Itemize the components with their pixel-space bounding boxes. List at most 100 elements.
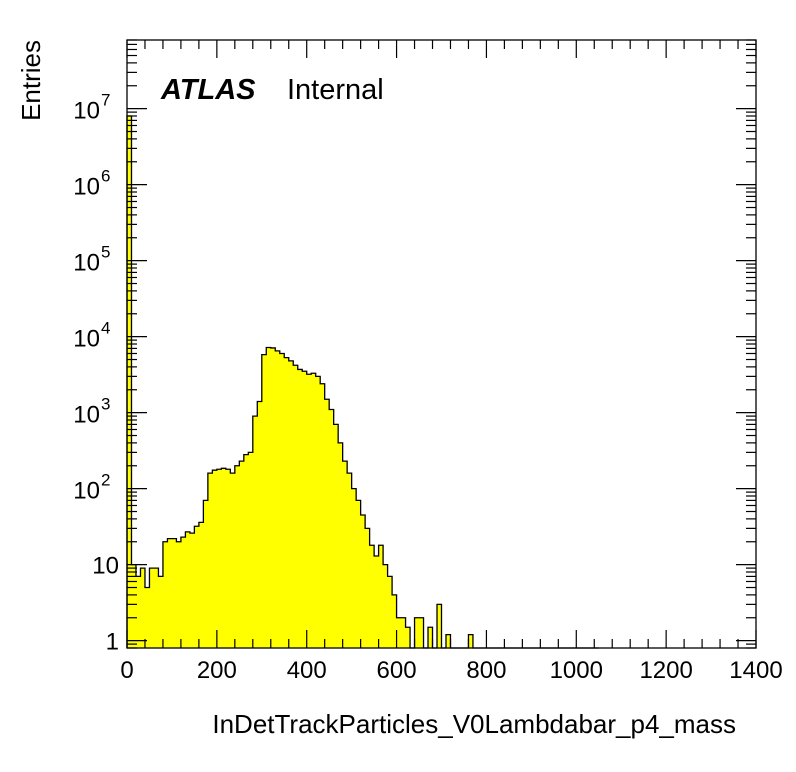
histogram-bar xyxy=(383,564,388,648)
histogram-bar xyxy=(279,353,285,648)
histogram-bar xyxy=(338,442,343,648)
x-tick-label: 200 xyxy=(197,657,237,684)
histogram-bar xyxy=(189,533,195,648)
histogram-bar xyxy=(468,634,474,648)
y-tick-exponent: 7 xyxy=(101,91,110,110)
x-tick-label: 1400 xyxy=(729,657,782,684)
histogram-bar xyxy=(243,454,249,648)
histogram-bar xyxy=(275,350,281,648)
histogram-bar xyxy=(266,347,272,648)
histogram-bar xyxy=(374,555,379,648)
histogram-bar xyxy=(297,369,303,648)
x-tick-labels: 0 200 400 600 800 1000 1200 1400 xyxy=(120,657,782,684)
histogram-bar xyxy=(234,465,240,648)
histogram-bar xyxy=(180,537,186,648)
histogram-bar xyxy=(252,416,258,648)
y-tick-label: 10 xyxy=(73,174,100,201)
histogram-bar xyxy=(428,627,433,648)
histogram-bar xyxy=(284,357,290,648)
x-tick-label: 1200 xyxy=(639,657,692,684)
histogram-bar xyxy=(212,470,218,648)
axis-ticks xyxy=(126,39,757,649)
histogram-bar xyxy=(437,604,442,648)
histogram-bar xyxy=(288,360,294,648)
x-axis-title: InDetTrackParticles_V0Lambdabar_p4_mass xyxy=(212,709,736,739)
histogram-bar xyxy=(333,424,339,648)
histogram-bar xyxy=(144,587,150,648)
histogram-bar xyxy=(162,541,168,648)
histogram-bar xyxy=(176,541,182,648)
y-tick-label: 1 xyxy=(106,629,119,656)
y-tick-exponent: 3 xyxy=(101,395,110,414)
histogram-bar xyxy=(401,617,406,648)
histogram-bar xyxy=(369,545,375,648)
histogram-bar xyxy=(216,469,222,648)
x-tick-label: 600 xyxy=(377,657,417,684)
histogram-bar xyxy=(419,617,424,648)
histogram-bar xyxy=(392,594,397,648)
histogram-bar xyxy=(261,354,267,648)
histogram-bar xyxy=(198,522,204,648)
histogram-bar xyxy=(131,564,137,648)
y-tick-exponent: 4 xyxy=(101,319,110,338)
y-axis-title: Entries xyxy=(16,40,46,121)
atlas-label: ATLAS xyxy=(160,74,256,106)
histogram-bar xyxy=(293,365,299,648)
histogram-bar xyxy=(360,514,366,648)
histogram-bar xyxy=(127,116,132,648)
histogram-bar xyxy=(315,376,321,648)
histogram-bar xyxy=(320,383,325,648)
histogram-bar xyxy=(311,373,316,648)
histogram-bar xyxy=(329,409,334,648)
histogram-bar xyxy=(445,634,451,648)
histogram-bar xyxy=(135,576,141,648)
histogram-bar xyxy=(225,469,231,648)
histogram-bar xyxy=(302,371,308,648)
histogram-bar xyxy=(306,374,312,648)
histogram-bar xyxy=(140,568,146,648)
histogram-bar xyxy=(203,500,209,648)
histogram-bar xyxy=(405,627,411,648)
histogram-bar xyxy=(153,568,159,648)
y-tick-exponent: 5 xyxy=(101,243,110,262)
histogram-bar xyxy=(207,473,213,648)
histogram-bar xyxy=(239,461,245,648)
histogram-bar xyxy=(171,538,177,648)
histogram-bar xyxy=(324,399,330,648)
histogram-bar xyxy=(387,576,393,648)
histogram-bar xyxy=(248,452,254,648)
x-tick-label: 400 xyxy=(287,657,327,684)
histogram-bar xyxy=(351,488,357,648)
histogram-bar xyxy=(378,545,384,648)
status-label: Internal xyxy=(287,74,384,106)
histogram-bar xyxy=(356,500,361,648)
histogram-bar xyxy=(396,617,402,648)
y-tick-exponent: 6 xyxy=(101,167,110,186)
histogram-bar xyxy=(194,526,200,648)
histogram-bar xyxy=(257,401,263,648)
histogram-bar xyxy=(270,347,276,648)
histogram-bar xyxy=(365,528,370,648)
y-tick-label: 10 xyxy=(73,326,100,353)
y-tick-exponent: 2 xyxy=(101,471,110,490)
x-tick-label: 0 xyxy=(120,657,133,684)
y-tick-label: 10 xyxy=(73,250,100,277)
histogram-bar xyxy=(347,473,352,648)
y-tick-label: 10 xyxy=(92,553,119,580)
y-tick-label: 10 xyxy=(73,478,100,505)
x-tick-label: 800 xyxy=(466,657,506,684)
histogram-bar xyxy=(158,576,164,648)
histogram-bar xyxy=(149,568,155,648)
x-tick-label: 1000 xyxy=(550,657,603,684)
histogram-bars xyxy=(127,116,474,648)
histogram-outline xyxy=(126,115,599,649)
histogram-bar xyxy=(342,461,348,648)
y-tick-label: 10 xyxy=(73,98,100,125)
histogram-bar xyxy=(167,538,173,648)
histogram-bar xyxy=(185,531,191,648)
histogram-bar xyxy=(221,468,227,648)
histogram-bar xyxy=(414,617,420,648)
histogram-bar xyxy=(230,473,236,648)
